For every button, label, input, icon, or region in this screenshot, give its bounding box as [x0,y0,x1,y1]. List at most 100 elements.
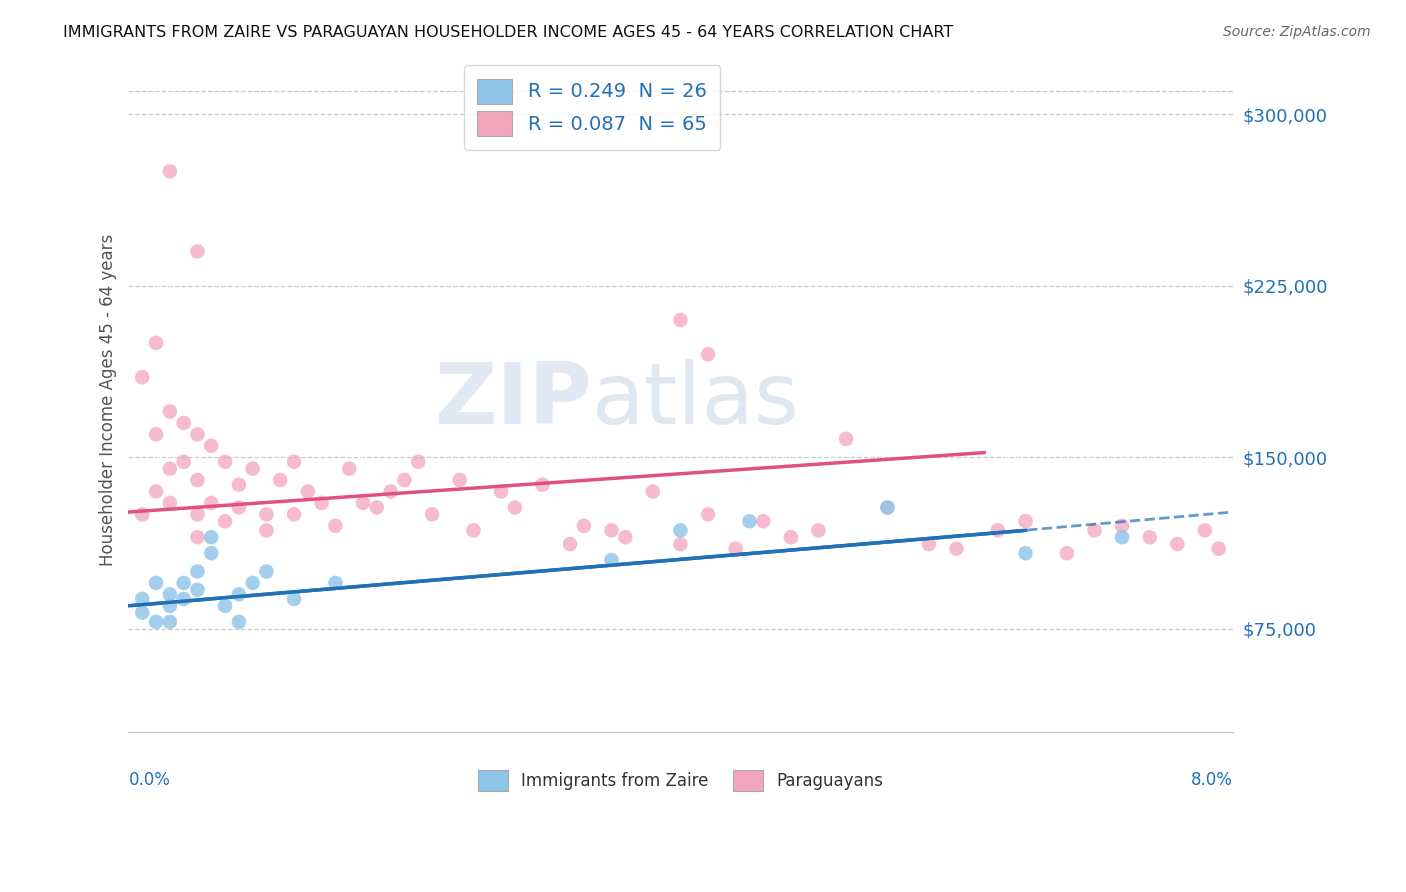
Point [145,615,167,629]
Point [145,427,167,442]
Point [186,427,208,442]
Point [131,370,153,384]
Point [186,565,208,579]
Point [186,582,208,597]
Point [1111,530,1133,544]
Point [876,500,898,515]
Point [159,615,181,629]
Point [145,335,167,350]
Point [337,461,360,475]
Point [145,576,167,591]
Point [173,416,195,430]
Point [641,484,664,499]
Text: 8.0%: 8.0% [1191,772,1233,789]
Point [724,541,747,556]
Point [876,500,898,515]
Point [697,508,720,522]
Point [1083,524,1105,538]
Point [159,461,181,475]
Point [780,530,803,544]
Point [242,576,264,591]
Text: 0.0%: 0.0% [128,772,170,789]
Point [256,565,278,579]
Point [697,347,720,361]
Point [145,484,167,499]
Point [572,518,595,533]
Point [173,591,195,606]
Text: Source: ZipAtlas.com: Source: ZipAtlas.com [1223,25,1371,39]
Point [283,591,305,606]
Point [463,524,485,538]
Point [1056,546,1078,560]
Text: IMMIGRANTS FROM ZAIRE VS PARAGUAYAN HOUSEHOLDER INCOME AGES 45 - 64 YEARS CORREL: IMMIGRANTS FROM ZAIRE VS PARAGUAYAN HOUS… [63,25,953,40]
Point [186,473,208,487]
Legend: Immigrants from Zaire, Paraguayans: Immigrants from Zaire, Paraguayans [465,758,896,803]
Point [918,537,941,551]
Point [159,404,181,418]
Point [297,484,319,499]
Point [489,484,512,499]
Point [531,477,554,491]
Point [200,530,222,544]
Point [311,496,333,510]
Point [200,546,222,560]
Point [614,530,637,544]
Point [600,524,623,538]
Point [228,477,250,491]
Point [1111,518,1133,533]
Point [1194,524,1216,538]
Point [325,576,347,591]
Point [352,496,374,510]
Point [228,615,250,629]
Point [283,508,305,522]
Point [669,537,692,551]
Point [131,591,153,606]
Point [159,164,181,178]
Point [200,439,222,453]
Point [807,524,830,538]
Point [449,473,471,487]
Point [1014,546,1036,560]
Point [1139,530,1161,544]
Point [394,473,416,487]
Point [1166,537,1188,551]
Point [131,508,153,522]
Point [214,455,236,469]
Point [558,537,581,551]
Point [256,524,278,538]
Point [242,461,264,475]
Point [752,514,775,528]
Point [366,500,388,515]
Text: atlas: atlas [592,359,800,442]
Point [945,541,967,556]
Text: ZIP: ZIP [434,359,592,442]
Point [186,508,208,522]
Point [186,530,208,544]
Point [159,496,181,510]
Point [214,599,236,613]
Point [1208,541,1230,556]
Point [173,576,195,591]
Point [200,496,222,510]
Point [835,432,858,446]
Point [283,455,305,469]
Point [214,514,236,528]
Point [503,500,526,515]
Y-axis label: Householder Income Ages 45 - 64 years: Householder Income Ages 45 - 64 years [100,234,117,566]
Point [600,553,623,567]
Point [406,455,429,469]
Point [186,244,208,259]
Point [669,313,692,327]
Point [738,514,761,528]
Point [380,484,402,499]
Point [228,500,250,515]
Point [228,587,250,601]
Point [325,518,347,533]
Point [269,473,291,487]
Point [1014,514,1036,528]
Point [159,587,181,601]
Point [131,606,153,620]
Point [173,455,195,469]
Point [256,508,278,522]
Point [669,524,692,538]
